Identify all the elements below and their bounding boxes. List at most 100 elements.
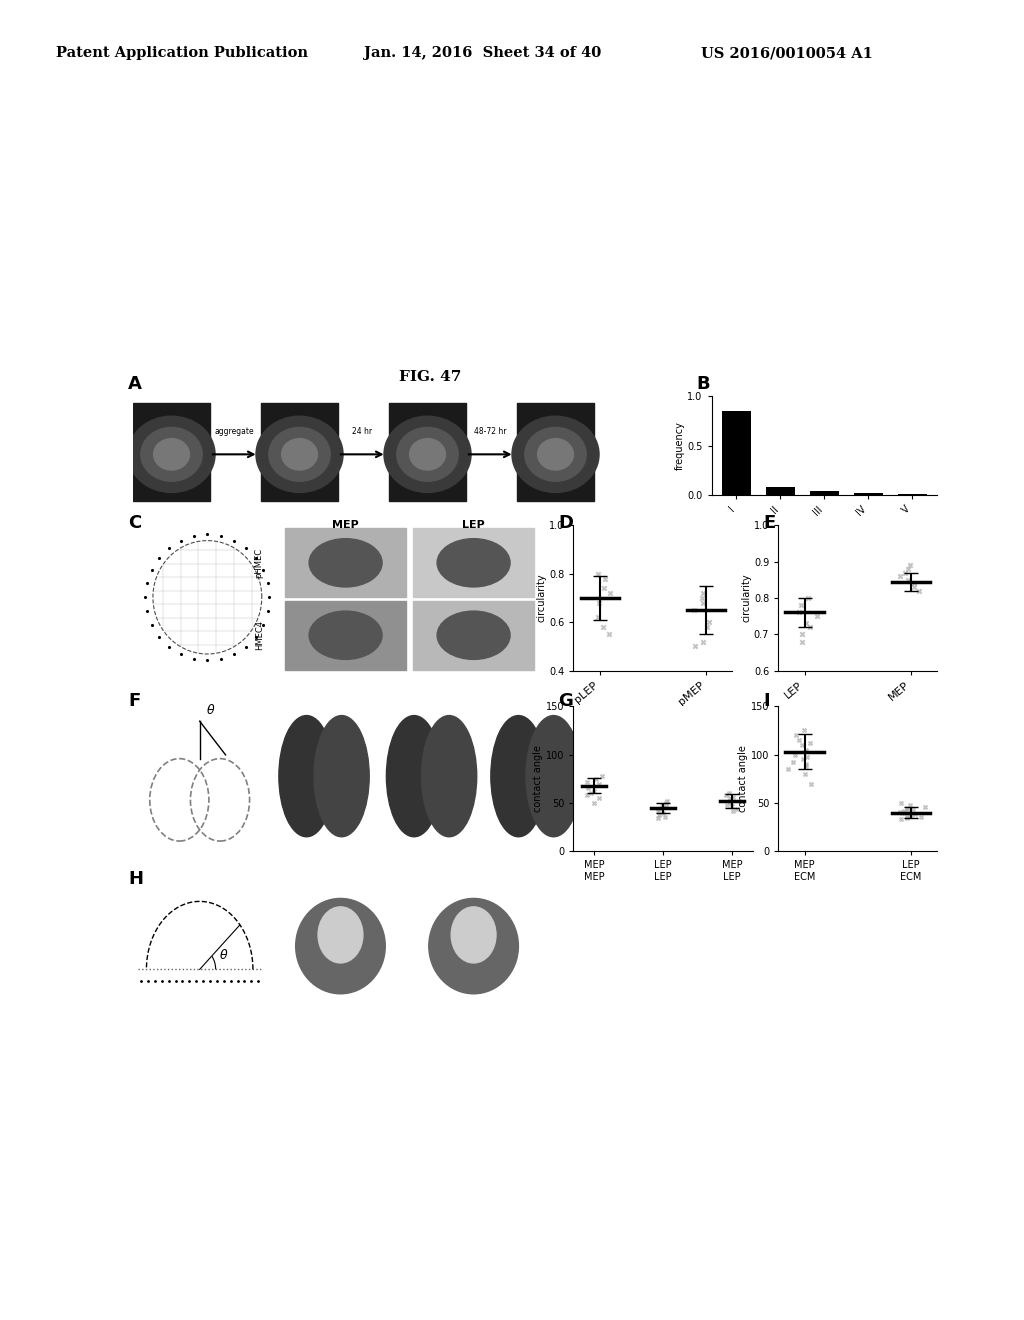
Bar — [766, 487, 795, 495]
Circle shape — [282, 438, 317, 470]
Point — [591, 788, 607, 809]
Bar — [413, 601, 535, 669]
Text: aggregate: aggregate — [214, 428, 254, 437]
Ellipse shape — [526, 715, 582, 837]
Point — [788, 725, 805, 746]
Point — [590, 564, 606, 585]
Ellipse shape — [309, 611, 382, 660]
Bar — [261, 403, 338, 502]
Point — [798, 739, 814, 760]
Point — [780, 759, 797, 780]
Point — [892, 801, 908, 822]
Ellipse shape — [452, 907, 496, 964]
Point — [794, 631, 810, 652]
Text: Patent Application Publication: Patent Application Publication — [56, 46, 308, 61]
Text: Jan. 14, 2016  Sheet 34 of 40: Jan. 14, 2016 Sheet 34 of 40 — [364, 46, 601, 61]
Text: B: B — [696, 375, 710, 393]
Ellipse shape — [490, 715, 546, 837]
Text: A: A — [128, 375, 142, 393]
Text: LEP: LEP — [462, 520, 485, 531]
Point — [795, 748, 811, 770]
Text: MEP: MEP — [332, 520, 359, 531]
Point — [791, 730, 807, 751]
Point — [657, 792, 674, 813]
Point — [595, 616, 611, 638]
Circle shape — [397, 428, 459, 482]
Text: $\theta$: $\theta$ — [206, 702, 215, 717]
Point — [898, 805, 914, 826]
Circle shape — [512, 416, 599, 492]
Point — [800, 587, 816, 609]
Point — [580, 777, 596, 799]
Point — [719, 795, 735, 816]
Point — [906, 803, 923, 824]
Bar — [722, 411, 751, 495]
Point — [699, 616, 716, 638]
Point — [588, 768, 604, 789]
Point — [794, 624, 810, 645]
Ellipse shape — [437, 539, 510, 587]
Bar — [413, 528, 535, 597]
Bar — [810, 491, 839, 495]
Bar — [133, 403, 210, 502]
Point — [725, 787, 741, 808]
Circle shape — [128, 416, 215, 492]
Point — [794, 734, 810, 755]
Point — [902, 795, 919, 816]
Text: C: C — [128, 513, 141, 532]
Text: HMEC4: HMEC4 — [255, 620, 264, 651]
Point — [793, 594, 809, 615]
Circle shape — [256, 416, 343, 492]
Point — [718, 784, 734, 805]
Point — [596, 578, 612, 599]
Bar — [854, 492, 883, 495]
Text: pHMEC: pHMEC — [255, 548, 264, 578]
Text: US 2016/0010054 A1: US 2016/0010054 A1 — [701, 46, 873, 61]
Text: I: I — [763, 692, 769, 710]
Point — [591, 774, 607, 795]
Y-axis label: circularity: circularity — [741, 574, 751, 622]
Point — [899, 807, 915, 828]
Y-axis label: contact angle: contact angle — [534, 746, 543, 812]
Point — [905, 573, 922, 594]
Text: E: E — [763, 513, 775, 532]
Point — [802, 616, 818, 638]
Point — [650, 800, 667, 821]
Point — [721, 783, 737, 804]
Circle shape — [154, 438, 189, 470]
Point — [687, 636, 703, 657]
Text: 24 hr: 24 hr — [352, 428, 373, 437]
Text: H: H — [128, 870, 143, 888]
Point — [892, 565, 908, 586]
Point — [791, 602, 807, 623]
Point — [809, 606, 825, 627]
Point — [902, 804, 919, 825]
Point — [802, 733, 818, 754]
Ellipse shape — [437, 611, 510, 660]
Point — [904, 799, 921, 820]
Point — [893, 809, 909, 830]
Point — [591, 593, 607, 614]
Ellipse shape — [309, 539, 382, 587]
Point — [594, 766, 610, 787]
Point — [601, 624, 617, 645]
Point — [798, 612, 814, 634]
Ellipse shape — [422, 715, 477, 837]
Text: 48-72 hr: 48-72 hr — [474, 428, 507, 437]
Circle shape — [141, 428, 203, 482]
Point — [602, 582, 618, 603]
Point — [694, 582, 711, 603]
Point — [894, 803, 910, 824]
Text: FIG. 47: FIG. 47 — [399, 370, 461, 384]
Point — [586, 792, 602, 813]
Ellipse shape — [314, 715, 370, 837]
Point — [799, 746, 815, 767]
Text: $\theta$: $\theta$ — [219, 948, 228, 962]
Point — [650, 807, 667, 828]
Point — [579, 784, 595, 805]
Point — [654, 795, 671, 816]
Point — [590, 607, 606, 628]
Point — [913, 807, 930, 828]
Point — [580, 771, 596, 792]
Point — [896, 800, 912, 821]
